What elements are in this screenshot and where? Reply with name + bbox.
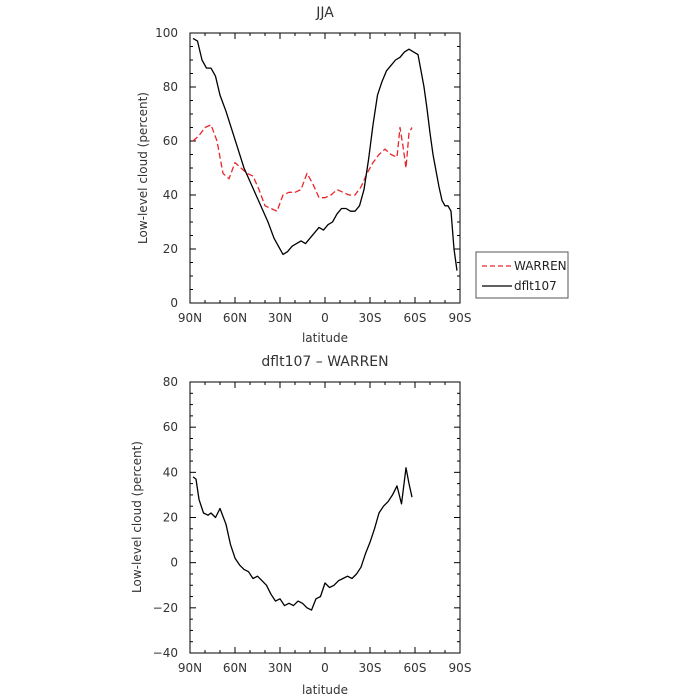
x-tick-label: 90S [449, 311, 472, 325]
x-tick-label: 0 [321, 311, 329, 325]
y-tick-label: 20 [163, 511, 178, 525]
y-tick-label: 40 [163, 465, 178, 479]
x-tick-label: 90N [178, 311, 202, 325]
legend-box [475, 251, 569, 299]
top-chart-panel: JJA 90N 60N 30N 0 30S 60S 90S 0 20 40 60 80 100 lati… [136, 5, 471, 345]
x-tick-label: 60N [223, 311, 247, 325]
top-chart-series [192, 37, 458, 271]
top-chart-title: JJA [315, 5, 334, 21]
legend-label-warren: WARREN [514, 259, 567, 273]
y-tick-label: −40 [153, 646, 178, 660]
bottom-chart-y-axis-label: Low-level cloud (percent) [130, 441, 144, 593]
top-chart-x-axis-label: latitude [302, 331, 348, 345]
x-tick-label: 90S [449, 661, 472, 675]
bottom-chart-title: dflt107 – WARREN [261, 354, 388, 370]
x-tick-label: 30S [359, 311, 382, 325]
bottom-chart-x-axis-label: latitude [302, 683, 348, 697]
bottom-chart-series [192, 467, 413, 611]
series-line-dflt107 [192, 37, 458, 271]
y-tick-label: 100 [155, 26, 178, 40]
y-tick-label: 40 [163, 188, 178, 202]
y-tick-label: 60 [163, 134, 178, 148]
y-tick-label: 20 [163, 242, 178, 256]
x-tick-label: 30S [359, 661, 382, 675]
bottom-chart-plot-frame [189, 381, 461, 654]
y-tick-label: 0 [170, 556, 178, 570]
y-tick-label: 80 [163, 80, 178, 94]
x-tick-label: 60S [404, 311, 427, 325]
series-line-difference [192, 467, 413, 611]
x-tick-label: 60N [223, 661, 247, 675]
y-tick-label: 80 [163, 375, 178, 389]
y-tick-label: −20 [153, 601, 178, 615]
legend-label-dflt107: dflt107 [514, 279, 557, 293]
bottom-chart-panel: dflt107 – WARREN 90N 60N 30N 0 30S 60S 90S −40 −… [130, 354, 471, 697]
x-tick-label: 30N [268, 661, 292, 675]
top-chart-ticks: 90N 60N 30N 0 30S 60S 90S 0 20 40 60 80 100 [155, 26, 471, 325]
bottom-chart-ticks: 90N 60N 30N 0 30S 60S 90S −40 −20 0 20 40 60 80 [153, 375, 472, 675]
x-tick-label: 90N [178, 661, 202, 675]
legend: WARREN dflt107 [475, 251, 569, 299]
x-tick-label: 30N [268, 311, 292, 325]
y-tick-label: 0 [170, 296, 178, 310]
series-line-warren [192, 124, 413, 212]
top-chart-y-axis-label: Low-level cloud (percent) [136, 92, 150, 244]
y-tick-label: 60 [163, 420, 178, 434]
x-tick-label: 60S [404, 661, 427, 675]
top-chart-plot-frame [189, 32, 461, 304]
x-tick-label: 0 [321, 661, 329, 675]
